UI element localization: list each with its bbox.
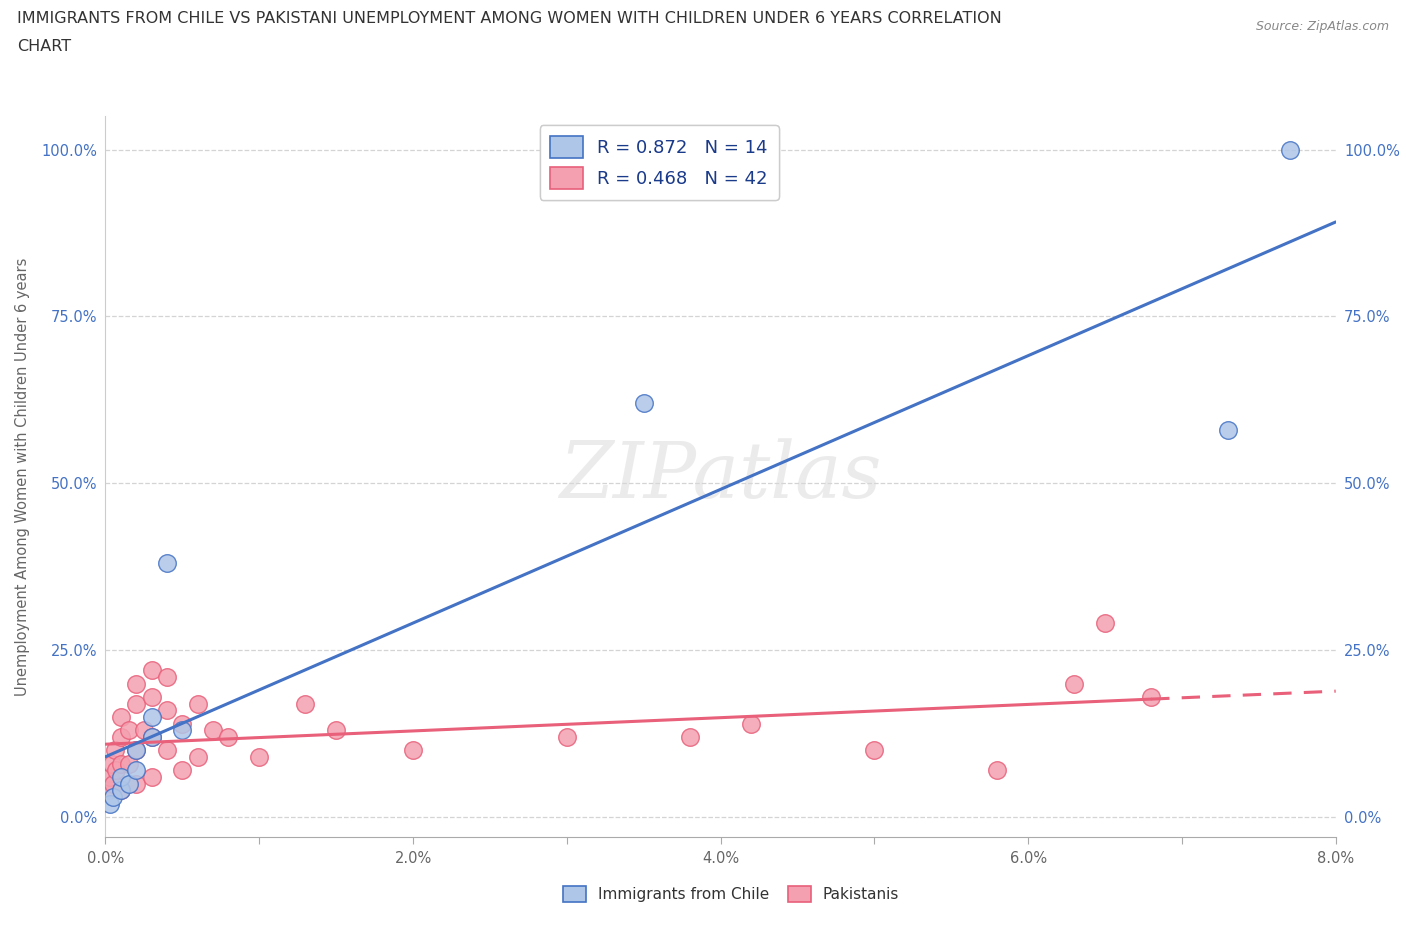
Point	[141, 769, 163, 784]
Point	[141, 663, 163, 678]
Point	[117, 723, 139, 737]
Point	[141, 729, 163, 744]
Point	[98, 796, 121, 811]
Legend: R = 0.872   N = 14, R = 0.468   N = 42: R = 0.872 N = 14, R = 0.468 N = 42	[540, 126, 779, 200]
Point	[187, 696, 209, 711]
Point	[172, 716, 194, 731]
Point	[156, 670, 179, 684]
Text: IMMIGRANTS FROM CHILE VS PAKISTANI UNEMPLOYMENT AMONG WOMEN WITH CHILDREN UNDER : IMMIGRANTS FROM CHILE VS PAKISTANI UNEMP…	[17, 11, 1001, 26]
Point	[172, 723, 194, 737]
Point	[132, 723, 155, 737]
Point	[555, 729, 578, 744]
Point	[202, 723, 225, 737]
Point	[110, 783, 132, 798]
Point	[633, 396, 655, 411]
Point	[863, 743, 886, 758]
Point	[104, 743, 127, 758]
Point	[98, 769, 121, 784]
Point	[101, 790, 124, 804]
Point	[172, 763, 194, 777]
Point	[117, 777, 139, 791]
Point	[125, 676, 148, 691]
Point	[325, 723, 347, 737]
Point	[740, 716, 762, 731]
Y-axis label: Unemployment Among Women with Children Under 6 years: Unemployment Among Women with Children U…	[15, 258, 30, 696]
Point	[156, 703, 179, 718]
Point	[156, 556, 179, 571]
Point	[294, 696, 316, 711]
Point	[1278, 142, 1301, 157]
Point	[125, 743, 148, 758]
Text: CHART: CHART	[17, 39, 70, 54]
Point	[141, 689, 163, 704]
Point	[105, 763, 128, 777]
Legend: Immigrants from Chile, Pakistanis: Immigrants from Chile, Pakistanis	[557, 880, 905, 909]
Text: Source: ZipAtlas.com: Source: ZipAtlas.com	[1256, 20, 1389, 33]
Point	[141, 710, 163, 724]
Point	[986, 763, 1008, 777]
Point	[125, 696, 148, 711]
Point	[97, 783, 120, 798]
Point	[100, 756, 122, 771]
Point	[110, 710, 132, 724]
Point	[1140, 689, 1163, 704]
Point	[187, 750, 209, 764]
Point	[247, 750, 270, 764]
Point	[1063, 676, 1085, 691]
Text: ZIPatlas: ZIPatlas	[560, 438, 882, 515]
Point	[679, 729, 702, 744]
Point	[110, 769, 132, 784]
Point	[1094, 616, 1116, 631]
Point	[125, 777, 148, 791]
Point	[402, 743, 425, 758]
Point	[1216, 422, 1239, 437]
Point	[156, 743, 179, 758]
Point	[141, 729, 163, 744]
Point	[125, 763, 148, 777]
Point	[110, 756, 132, 771]
Point	[110, 783, 132, 798]
Point	[101, 777, 124, 791]
Point	[117, 756, 139, 771]
Point	[125, 743, 148, 758]
Point	[110, 729, 132, 744]
Point	[218, 729, 240, 744]
